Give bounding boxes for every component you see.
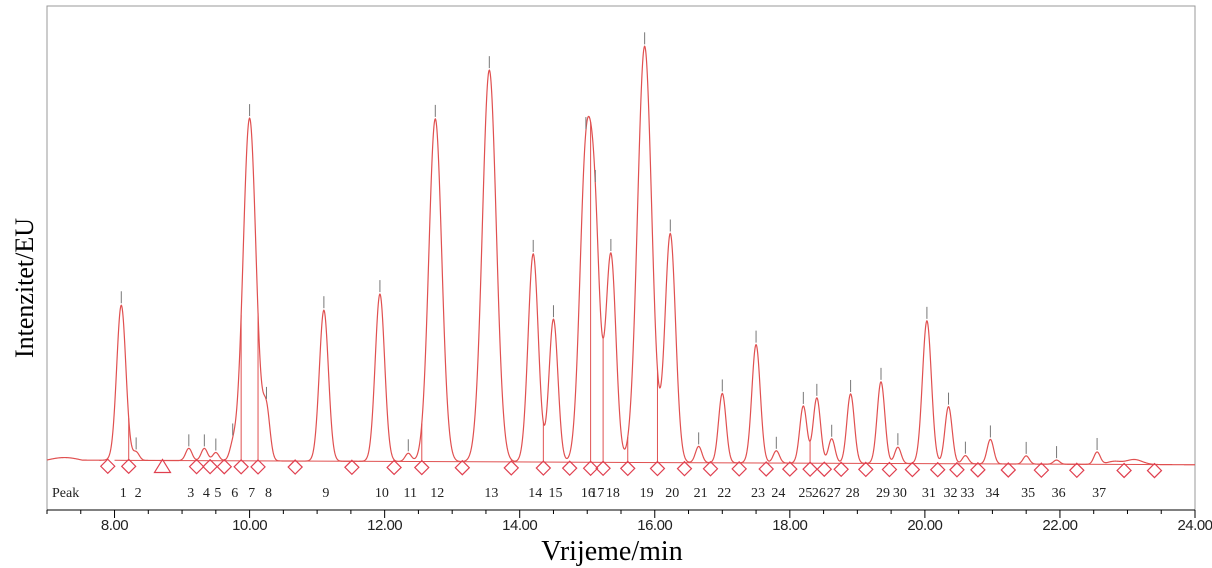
peak-label: 29: [876, 486, 890, 501]
baseline-marker-diamond: [1033, 462, 1050, 478]
peak-label: 1: [120, 486, 127, 501]
baseline-marker-diamond: [503, 460, 520, 476]
baseline-marker-diamond: [1068, 462, 1085, 479]
peak-label: 20: [665, 486, 679, 501]
x-tick-label: 18.00: [772, 517, 807, 534]
baseline-marker-diamond: [904, 461, 921, 478]
baseline-marker-diamond: [802, 461, 818, 478]
baseline-marker-diamond: [595, 460, 611, 477]
peak-label: 27: [827, 486, 841, 501]
baseline-marker-diamond: [649, 460, 666, 477]
baseline-marker-diamond: [676, 460, 693, 477]
peak-label: 2: [135, 486, 142, 501]
baseline-marker-diamond: [949, 461, 965, 478]
peak-label: 7: [248, 486, 255, 501]
baseline-marker-diamond: [535, 460, 552, 476]
peak-label: 37: [1092, 486, 1106, 501]
peak-label: 22: [717, 486, 731, 501]
peak-label: 26: [812, 486, 826, 501]
peak-label: 10: [375, 486, 389, 501]
baseline-marker-diamond: [454, 459, 471, 476]
x-tick-label: 16.00: [637, 517, 672, 534]
peak-label: 8: [265, 486, 272, 501]
baseline-marker-diamond: [287, 459, 304, 475]
peak-label: 5: [214, 486, 221, 501]
peak-apex-marks: [120, 32, 1098, 459]
baseline-marker-diamond: [857, 461, 874, 478]
baseline-marker-diamond: [1116, 462, 1132, 479]
x-axis-label: Vrijeme/min: [541, 536, 682, 567]
x-tick-label: 24.00: [1177, 517, 1212, 534]
baseline-marker-diamond: [561, 460, 578, 477]
peak-label: 36: [1052, 486, 1066, 501]
baseline-marker-diamond: [731, 461, 748, 477]
integration-markers: [99, 458, 1163, 479]
x-tick-label: 10.00: [232, 517, 267, 534]
peak-label: 17: [590, 486, 604, 501]
x-tick-label: 12.00: [367, 517, 402, 534]
baseline-marker-diamond: [816, 461, 833, 478]
peak-label: 11: [404, 486, 417, 501]
peak-label: 21: [694, 486, 708, 501]
peak-label: 18: [606, 486, 620, 501]
peak-label: 6: [231, 486, 238, 501]
baseline-marker-diamond: [99, 458, 116, 475]
trace-line: [46, 45, 1195, 466]
peak-label: 28: [846, 486, 860, 501]
baseline-marker-diamond: [413, 459, 430, 476]
peak-label: 13: [484, 486, 498, 501]
peak-label: 3: [187, 486, 194, 501]
baseline-marker-diamond: [1146, 462, 1163, 479]
x-tick-label: 20.00: [907, 517, 942, 534]
x-tick-label: 22.00: [1042, 517, 1077, 534]
baseline-marker-diamond: [233, 458, 249, 475]
baseline-marker-diamond: [386, 459, 402, 476]
baseline-marker-diamond: [833, 461, 849, 478]
baseline-marker-triangle: [153, 458, 172, 474]
peak-label: 30: [893, 486, 907, 501]
peak-row-title: Peak: [52, 486, 79, 501]
baseline-marker-diamond: [120, 458, 137, 475]
x-tick-label: 14.00: [502, 517, 537, 534]
x-axis-ticks: 8.00 10.00 12.00 14.00 16.00 18.00 20.00 22.00 2…: [46, 510, 1212, 534]
peak-label: 19: [640, 486, 654, 501]
peak-label: 16: [581, 486, 595, 501]
baseline-marker-diamond: [250, 459, 266, 475]
baseline-marker-diamond: [702, 460, 719, 477]
baseline-marker-diamond: [344, 459, 360, 476]
peak-label: 34: [985, 486, 999, 501]
peak-label: 35: [1021, 486, 1035, 501]
peak-label: 25: [798, 486, 812, 501]
x-tick-label: 8.00: [101, 517, 128, 534]
baseline-marker-diamond: [758, 461, 775, 477]
peak-label: 4: [203, 486, 210, 501]
baseline-marker-diamond: [929, 461, 946, 478]
baseline-marker-diamond: [582, 460, 599, 477]
peak-label: 9: [322, 486, 329, 501]
baseline-marker-diamond: [881, 461, 898, 478]
peak-droplines: [128, 122, 811, 464]
peak-label: 31: [922, 486, 936, 501]
baseline-marker-diamond: [1000, 462, 1017, 478]
baseline-marker-diamond: [619, 460, 636, 477]
baseline-marker-diamond: [202, 458, 218, 475]
peak-label: 24: [771, 486, 785, 501]
peak-label: 33: [960, 486, 974, 501]
peak-label: 15: [548, 486, 562, 501]
baseline-marker-diamond: [781, 461, 798, 477]
y-axis-label: Intenzitet/EU: [10, 218, 39, 358]
chromatogram-trace: [46, 45, 1195, 466]
peak-label: 14: [528, 486, 542, 501]
peak-label: 12: [430, 486, 444, 501]
baseline-marker-diamond: [188, 458, 205, 475]
baseline-marker-diamond: [216, 458, 233, 475]
peak-label: 32: [944, 486, 958, 501]
peak-label: 23: [751, 486, 765, 501]
baseline-marker-diamond: [970, 462, 986, 478]
